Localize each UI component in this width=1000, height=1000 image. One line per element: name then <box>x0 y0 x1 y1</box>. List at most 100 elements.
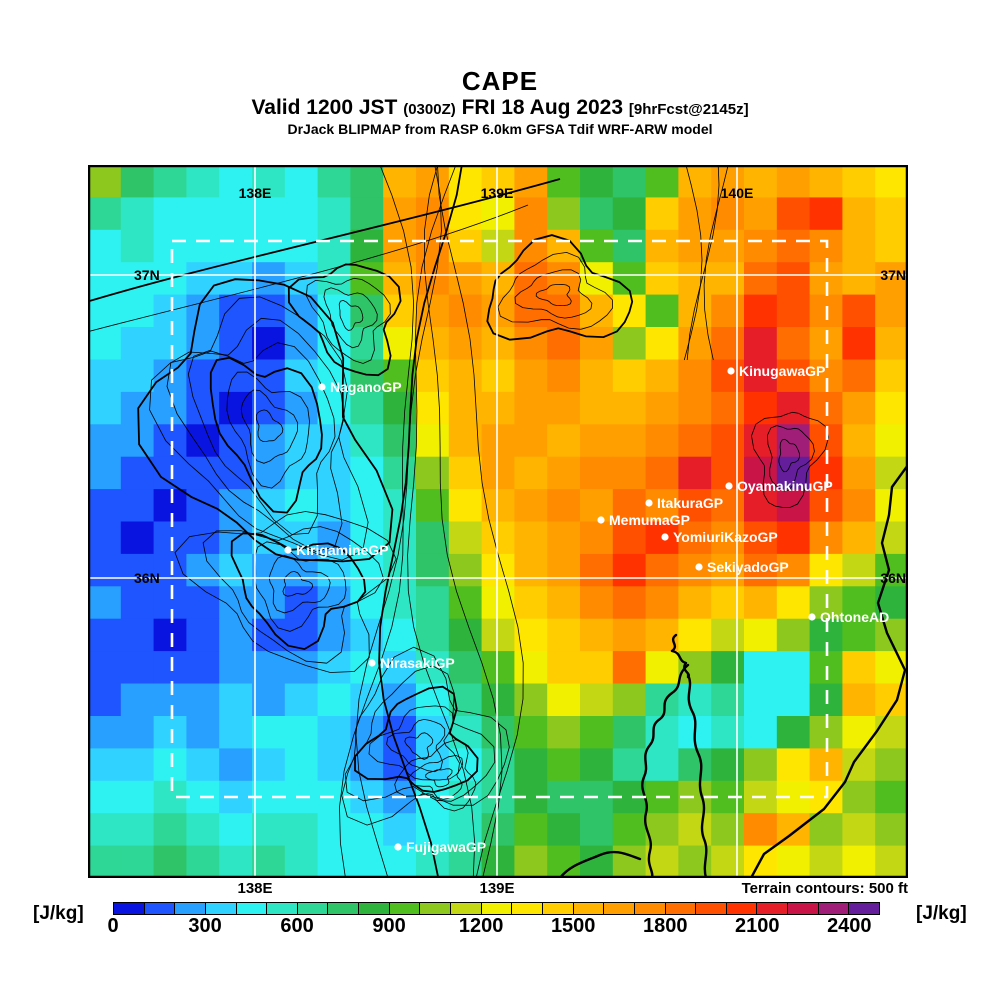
station-label: MemumaGP <box>609 512 690 528</box>
field-cell <box>711 327 745 360</box>
field-cell <box>317 165 351 198</box>
field-cell <box>776 197 811 231</box>
field-cell <box>612 716 647 749</box>
field-cell <box>842 229 876 263</box>
field-cell <box>383 553 417 587</box>
field-cell <box>186 618 220 652</box>
field-cell <box>88 521 122 555</box>
field-cell <box>678 294 712 328</box>
field-cell <box>88 456 122 490</box>
field-cell <box>416 618 450 652</box>
field-cell <box>448 229 483 263</box>
field-cell <box>317 489 351 523</box>
terrain-contour-ring <box>766 425 815 492</box>
colorbar-segment <box>573 903 605 914</box>
field-cell <box>252 262 286 296</box>
terrain-contour-line <box>683 159 703 361</box>
field-cell <box>776 748 811 782</box>
field-cell <box>120 716 155 749</box>
field-cell <box>219 294 253 328</box>
field-cell <box>645 229 679 263</box>
station-marker <box>695 563 703 571</box>
field-cell <box>448 845 483 879</box>
terrain-contour-ring <box>202 526 384 664</box>
field-cell <box>120 683 155 717</box>
field-cell <box>547 359 581 393</box>
field-cell <box>317 618 351 652</box>
field-cell <box>219 197 253 231</box>
field-cell <box>776 586 811 620</box>
field-cell <box>219 359 253 393</box>
field-cell <box>186 327 220 360</box>
field-cell <box>612 456 647 490</box>
field-cell <box>612 359 647 393</box>
field-cell <box>580 521 614 555</box>
field-cell <box>317 716 351 749</box>
field-cell <box>645 424 679 458</box>
field-cell <box>744 651 778 685</box>
field-cell <box>481 391 515 425</box>
meridian-label-138e: 138E <box>239 185 272 201</box>
terrain-contour-ring <box>209 356 323 514</box>
field-cell <box>186 813 220 847</box>
field-cell <box>875 521 909 555</box>
field-cell <box>448 813 483 847</box>
field-cell <box>88 165 122 198</box>
field-cell <box>645 165 679 198</box>
terrain-contour-ring <box>514 269 593 319</box>
field-cell <box>580 489 614 523</box>
field-cell <box>744 618 778 652</box>
field-cell <box>88 586 122 620</box>
field-cell <box>711 748 745 782</box>
field-cell <box>120 197 155 231</box>
field-cell <box>580 716 614 749</box>
field-cell <box>317 197 351 231</box>
field-cell <box>842 262 876 296</box>
field-cell <box>219 651 253 685</box>
field-cell <box>383 618 417 652</box>
field-cell <box>481 456 515 490</box>
field-cell <box>120 553 155 587</box>
field-cell <box>219 716 253 749</box>
station-marker <box>808 613 816 621</box>
field-cell <box>612 229 647 263</box>
valid-date: FRI 18 Aug 2023 <box>461 96 624 119</box>
field-cell <box>678 553 712 587</box>
field-cell <box>219 229 253 263</box>
terrain-contour-ring <box>778 438 801 473</box>
field-cell <box>416 683 450 717</box>
cape-field-layer <box>88 165 909 879</box>
field-cell <box>252 229 286 263</box>
field-cell <box>744 456 778 490</box>
field-cell <box>416 521 450 555</box>
colorbar-unit-right: [J/kg] <box>916 903 967 924</box>
field-cell <box>153 521 187 555</box>
field-cell <box>580 618 614 652</box>
station-label: KinugawaGP <box>739 363 825 379</box>
field-cell <box>416 813 450 847</box>
field-cell <box>612 327 647 360</box>
field-cell <box>514 813 548 847</box>
field-cell <box>842 845 876 879</box>
field-cell <box>711 359 745 393</box>
field-cell <box>645 327 679 360</box>
field-cell <box>580 651 614 685</box>
field-cell <box>284 748 319 782</box>
field-cell <box>514 521 548 555</box>
station-label: OhtoneAD <box>820 609 889 625</box>
field-cell <box>842 716 876 749</box>
field-cell <box>711 683 745 717</box>
field-cell <box>744 327 778 360</box>
field-cell <box>383 456 417 490</box>
field-cell <box>219 845 253 879</box>
station-marker <box>368 659 376 667</box>
field-cell <box>875 327 909 360</box>
field-cell <box>153 845 187 879</box>
colorbar-segment <box>420 903 452 914</box>
field-cell <box>383 813 417 847</box>
field-cell <box>219 165 253 198</box>
field-cell <box>645 391 679 425</box>
field-cell <box>842 327 876 360</box>
terrain-contour-line <box>339 158 415 880</box>
field-cell <box>350 489 384 523</box>
